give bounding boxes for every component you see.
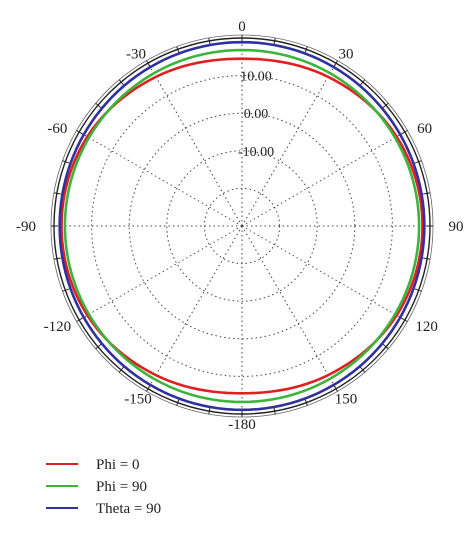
angle-tick: [118, 79, 125, 86]
angle-tick: [423, 192, 431, 195]
angle-tick-label: 30: [339, 46, 354, 62]
grid-spoke: [241, 225, 337, 390]
polar-grid: [50, 34, 434, 418]
grid-ring: [203, 187, 281, 265]
series-line-1: [60, 57, 424, 395]
angle-tick: [95, 343, 102, 350]
angle-tick-label: -60: [47, 121, 67, 137]
radial-tick-label: 10.00: [240, 70, 272, 85]
angle-tick-label: 60: [417, 121, 432, 137]
angle-tick: [208, 407, 211, 415]
angle-tick: [304, 46, 308, 54]
angle-tick: [359, 79, 366, 86]
angle-tick: [414, 288, 422, 292]
angle-tick-label: 90: [449, 219, 464, 235]
angle-tick: [273, 37, 276, 45]
angle-tick: [95, 102, 102, 109]
legend-label: Theta = 90: [96, 501, 161, 517]
grid-ring: [166, 150, 318, 302]
angle-tick: [118, 366, 125, 373]
grid-ring: [91, 75, 393, 377]
grid-spoke: [241, 225, 406, 321]
series-line-3: [58, 40, 426, 412]
angle-tick-label: -30: [126, 46, 146, 62]
grid-spoke: [78, 225, 243, 321]
angle-tick: [273, 407, 276, 415]
grid-spoke: [147, 225, 243, 390]
angle-tick: [423, 257, 431, 260]
angle-tick: [53, 257, 61, 260]
angle-tick: [382, 102, 389, 109]
angle-tick: [62, 288, 70, 292]
axis-labels: 0 30 60 90 120 150 -180 -150 -120 -90 -60 -30 10.00 0…: [16, 19, 464, 433]
angle-tick-label: 150: [335, 392, 358, 408]
angle-tick: [333, 60, 338, 67]
radial-tick-label: 0.00: [244, 107, 269, 122]
angle-tick: [401, 130, 408, 135]
series-line-2: [63, 48, 421, 404]
angle-tick-label: 0: [238, 19, 246, 35]
angle-tick: [359, 366, 366, 373]
legend-label: Phi = 90: [96, 479, 147, 495]
angle-tick: [76, 317, 83, 322]
angle-tick: [76, 130, 83, 135]
angle-tick: [382, 343, 389, 350]
legend-label: Phi = 0: [96, 457, 139, 473]
grid-spoke: [78, 131, 243, 227]
angle-tick-label: 120: [415, 319, 438, 335]
angle-tick-label: -120: [44, 319, 72, 335]
series-layer: [58, 40, 426, 412]
angle-tick-label: -90: [16, 219, 36, 235]
grid-spoke: [147, 62, 243, 227]
angle-tick: [304, 398, 308, 406]
angle-tick: [62, 160, 70, 164]
radial-tick-label: -10.00: [238, 145, 274, 160]
legend: Phi = 0 Phi = 90 Theta = 90: [46, 457, 161, 517]
angle-tick: [401, 317, 408, 322]
angle-tick: [53, 192, 61, 195]
angle-tick-label: -180: [228, 417, 256, 433]
angle-tick: [146, 60, 151, 67]
angle-tick-label: -150: [124, 392, 152, 408]
angle-tick: [146, 385, 151, 392]
angle-tick: [176, 46, 180, 54]
angle-tick: [208, 37, 211, 45]
angle-tick: [176, 398, 180, 406]
angle-tick: [333, 385, 338, 392]
angle-tick: [414, 160, 422, 164]
